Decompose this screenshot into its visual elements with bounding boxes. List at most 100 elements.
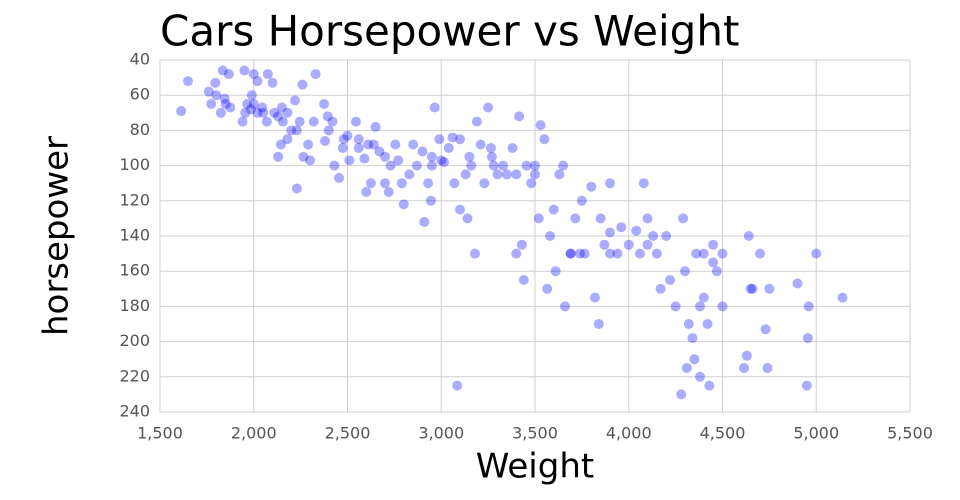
- point: [655, 283, 666, 294]
- point: [443, 143, 454, 153]
- point: [452, 380, 463, 391]
- point: [695, 371, 705, 382]
- y-tick-label: 140: [119, 226, 150, 245]
- point: [488, 160, 499, 171]
- point: [449, 178, 460, 189]
- point: [426, 160, 437, 171]
- point: [550, 266, 561, 277]
- point: [485, 143, 496, 153]
- point: [203, 86, 214, 97]
- point: [286, 125, 297, 136]
- point: [560, 301, 570, 312]
- point: [258, 107, 269, 118]
- point: [237, 116, 248, 127]
- point: [417, 146, 428, 157]
- point: [305, 155, 315, 166]
- y-tick-label: 40: [130, 50, 150, 69]
- point: [545, 231, 555, 241]
- point: [239, 65, 250, 76]
- point: [631, 225, 642, 236]
- point: [267, 77, 278, 88]
- point: [486, 151, 497, 162]
- point: [257, 102, 268, 113]
- point: [676, 389, 687, 400]
- point: [344, 155, 355, 166]
- y-axis-label: horsepower: [37, 136, 77, 336]
- point: [595, 213, 606, 224]
- point: [698, 292, 709, 303]
- point: [215, 107, 226, 118]
- point: [342, 130, 353, 141]
- y-tick-label: 160: [119, 261, 150, 280]
- point: [206, 99, 217, 109]
- point: [447, 132, 458, 143]
- point: [210, 77, 221, 88]
- point: [365, 178, 376, 189]
- point: [319, 99, 330, 109]
- point: [282, 134, 293, 145]
- point: [590, 292, 600, 303]
- point: [593, 319, 604, 329]
- point: [334, 172, 345, 183]
- point: [539, 134, 550, 145]
- x-tick-label: 3,500: [512, 424, 558, 443]
- point: [396, 178, 407, 189]
- point: [479, 178, 490, 189]
- point: [282, 107, 293, 118]
- point: [665, 275, 675, 285]
- point: [374, 146, 385, 157]
- y-tick-label: 180: [119, 296, 150, 315]
- point: [290, 95, 300, 106]
- point: [275, 139, 286, 150]
- x-tick-label: 2,000: [231, 424, 277, 443]
- x-tick-label: 4,000: [606, 424, 652, 443]
- point: [498, 160, 509, 171]
- point: [353, 143, 364, 153]
- point: [511, 248, 522, 259]
- point: [262, 69, 273, 80]
- point: [702, 319, 713, 329]
- point: [762, 363, 773, 373]
- point: [245, 104, 256, 115]
- point: [434, 134, 445, 145]
- point: [466, 160, 477, 171]
- point: [792, 278, 803, 289]
- x-tick-label: 4,500: [700, 424, 746, 443]
- point: [294, 116, 305, 127]
- point: [743, 231, 754, 241]
- point: [741, 350, 752, 361]
- point: [511, 169, 522, 180]
- point: [492, 169, 503, 180]
- point: [439, 157, 450, 168]
- point: [648, 231, 659, 241]
- point: [565, 248, 576, 259]
- point: [570, 213, 581, 224]
- point: [711, 266, 722, 277]
- point: [811, 248, 822, 259]
- point: [530, 169, 540, 180]
- point: [533, 213, 544, 224]
- point: [240, 107, 251, 118]
- point: [380, 178, 390, 189]
- point: [745, 283, 756, 294]
- point: [518, 275, 529, 285]
- point: [308, 116, 319, 127]
- point: [320, 135, 330, 146]
- point: [462, 213, 473, 224]
- point: [530, 160, 540, 171]
- point: [276, 102, 287, 113]
- point: [507, 143, 518, 153]
- point: [303, 139, 314, 150]
- point: [223, 69, 234, 80]
- point: [408, 139, 419, 150]
- point: [363, 139, 374, 150]
- point: [605, 248, 615, 259]
- point: [455, 134, 465, 145]
- point: [380, 151, 390, 162]
- point: [211, 90, 222, 101]
- point: [176, 106, 187, 117]
- point: [760, 324, 771, 335]
- point: [586, 181, 597, 192]
- y-tick-label: 80: [130, 120, 150, 139]
- x-tick-label: 3,000: [418, 424, 464, 443]
